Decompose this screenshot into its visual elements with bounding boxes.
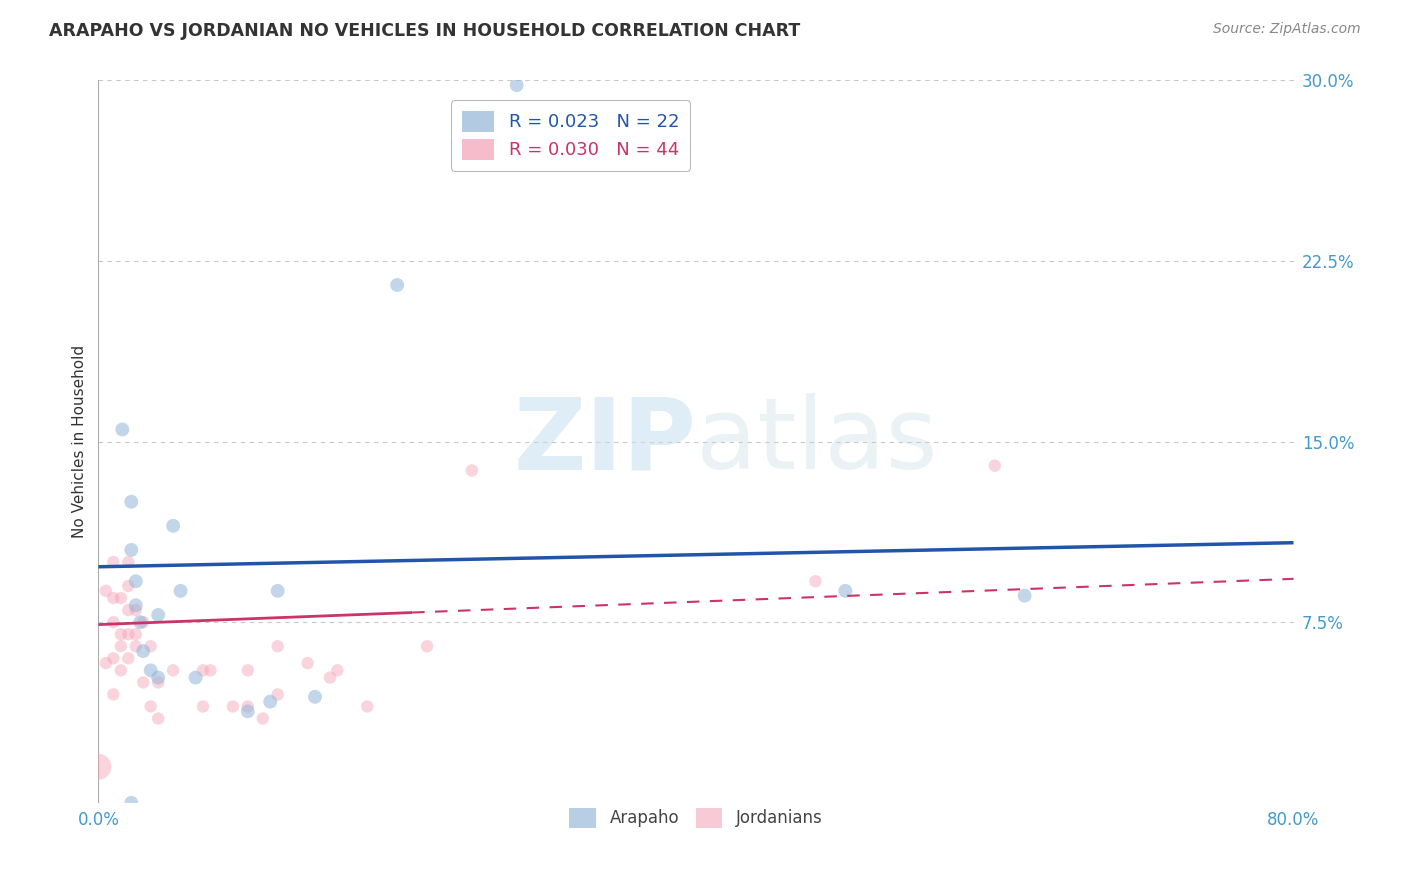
Point: [125, 574, 148, 589]
Point: [117, 651, 139, 665]
Point: [139, 699, 162, 714]
Point: [94, 583, 117, 598]
Point: [110, 591, 132, 605]
Point: [356, 699, 378, 714]
Point: [132, 644, 155, 658]
Point: [148, 607, 170, 622]
Point: [804, 574, 827, 589]
Point: [132, 675, 155, 690]
Point: [132, 615, 155, 630]
Point: [834, 583, 856, 598]
Y-axis label: No Vehicles in Household: No Vehicles in Household: [72, 345, 87, 538]
Point: [103, 591, 125, 605]
Point: [125, 599, 148, 613]
Point: [236, 699, 259, 714]
Point: [252, 712, 274, 726]
Point: [139, 639, 162, 653]
Point: [120, 494, 142, 508]
Point: [110, 627, 132, 641]
Point: [416, 639, 439, 653]
Point: [506, 78, 529, 92]
Point: [94, 656, 117, 670]
Point: [267, 583, 290, 598]
Point: [111, 422, 134, 436]
Point: [297, 656, 319, 670]
Point: [148, 675, 170, 690]
Point: [148, 671, 170, 685]
Point: [184, 671, 207, 685]
Point: [236, 664, 259, 678]
Point: [169, 583, 191, 598]
Point: [304, 690, 326, 704]
Point: [236, 704, 259, 718]
Point: [139, 664, 162, 678]
Point: [984, 458, 1007, 473]
Point: [120, 796, 142, 810]
Point: [120, 542, 142, 557]
Legend: Arapaho, Jordanians: Arapaho, Jordanians: [562, 802, 830, 834]
Point: [103, 687, 125, 701]
Point: [200, 664, 222, 678]
Point: [117, 627, 139, 641]
Point: [129, 615, 152, 630]
Point: [117, 579, 139, 593]
Point: [162, 664, 184, 678]
Point: [461, 463, 484, 477]
Point: [125, 603, 148, 617]
Text: ARAPAHO VS JORDANIAN NO VEHICLES IN HOUSEHOLD CORRELATION CHART: ARAPAHO VS JORDANIAN NO VEHICLES IN HOUS…: [49, 22, 800, 40]
Point: [148, 712, 170, 726]
Point: [87, 760, 110, 774]
Point: [222, 699, 245, 714]
Point: [125, 639, 148, 653]
Point: [319, 671, 342, 685]
Point: [385, 277, 409, 292]
Point: [110, 664, 132, 678]
Point: [125, 627, 148, 641]
Text: Source: ZipAtlas.com: Source: ZipAtlas.com: [1213, 22, 1361, 37]
Point: [191, 699, 214, 714]
Point: [110, 639, 132, 653]
Point: [103, 615, 125, 630]
Point: [1014, 589, 1036, 603]
Point: [117, 603, 139, 617]
Point: [259, 695, 281, 709]
Point: [191, 664, 214, 678]
Point: [117, 555, 139, 569]
Point: [162, 518, 184, 533]
Point: [267, 639, 290, 653]
Point: [103, 555, 125, 569]
Text: atlas: atlas: [696, 393, 938, 490]
Text: ZIP: ZIP: [513, 393, 696, 490]
Point: [326, 664, 349, 678]
Point: [103, 651, 125, 665]
Point: [267, 687, 290, 701]
